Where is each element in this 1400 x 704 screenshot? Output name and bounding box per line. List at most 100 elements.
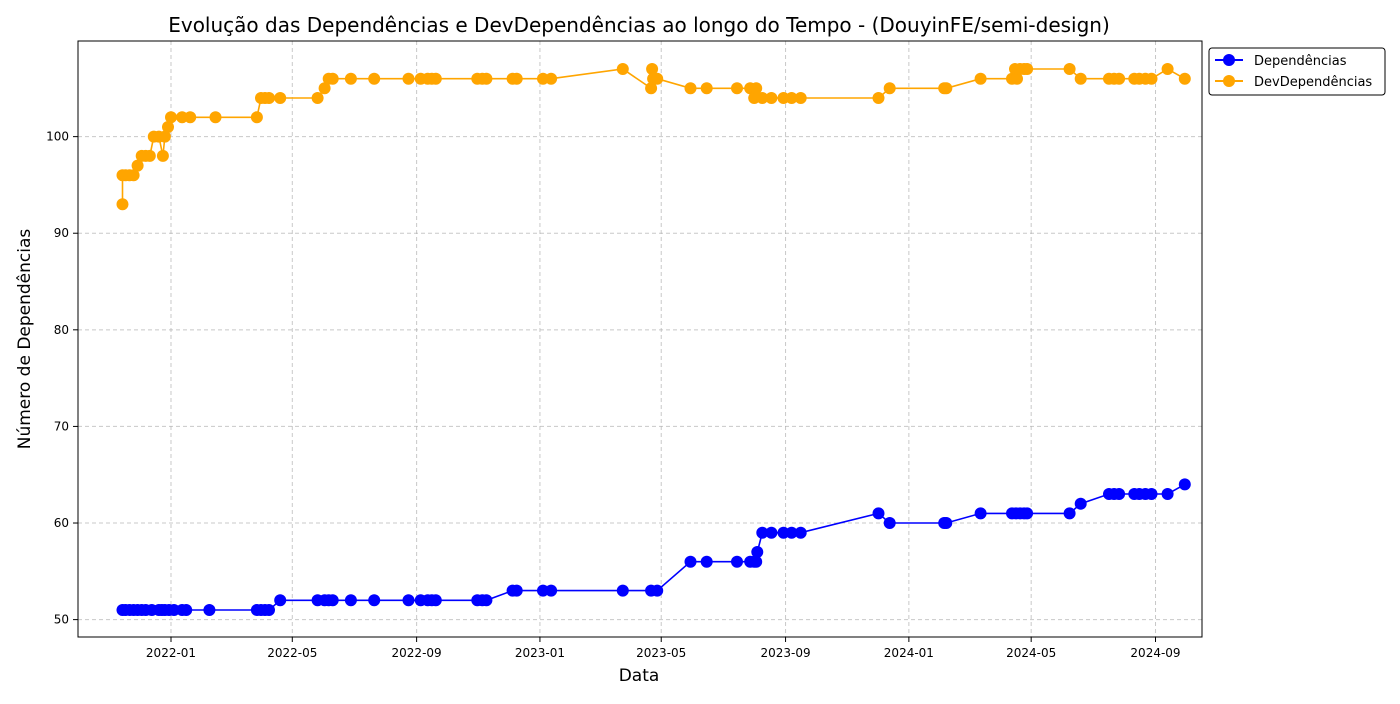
data-point (751, 546, 764, 558)
data-point (131, 159, 144, 172)
data-point (274, 92, 287, 104)
data-point (765, 526, 778, 539)
y-tick-label: 50 (54, 613, 69, 627)
data-point (883, 517, 896, 529)
data-point (616, 584, 629, 597)
y-axis: 50 60 70 80 90 100 (46, 130, 78, 627)
data-point (480, 72, 493, 85)
data-point (700, 82, 713, 95)
data-point (402, 594, 415, 607)
data-point (756, 92, 769, 104)
data-point (785, 92, 798, 104)
data-point (326, 72, 339, 85)
data-point (429, 594, 442, 607)
data-point (184, 111, 197, 124)
x-tick-label: 2023-09 (760, 646, 810, 660)
data-point (429, 72, 442, 85)
data-point (731, 555, 743, 568)
data-point (1113, 488, 1126, 500)
x-tick-label: 2022-09 (392, 646, 442, 660)
data-point (116, 198, 129, 211)
data-point (1145, 72, 1158, 85)
x-tick-label: 2022-05 (267, 646, 317, 660)
data-point (545, 584, 558, 597)
data-point (731, 82, 743, 95)
data-point (143, 149, 156, 162)
legend-label-dependencias: Dependências (1254, 54, 1347, 69)
data-point (545, 72, 558, 85)
data-point (1145, 488, 1158, 500)
data-point (765, 92, 778, 104)
data-point (872, 92, 885, 104)
data-point (940, 517, 953, 529)
data-point (872, 507, 885, 520)
data-point (1063, 63, 1076, 75)
data-point (480, 594, 493, 607)
data-point (368, 594, 381, 607)
x-axis: 2022-01 2022-05 2022-09 2023-01 2023-05 2023-… (146, 637, 1181, 660)
x-tick-label: 2024-05 (1006, 646, 1056, 660)
legend-box (1208, 47, 1386, 96)
data-point (651, 584, 664, 597)
data-point (616, 63, 629, 75)
y-tick-label: 80 (54, 323, 69, 337)
data-point (162, 121, 174, 133)
data-point (1178, 72, 1191, 85)
y-tick-label: 100 (46, 130, 69, 144)
plot-area-frame (77, 40, 1203, 638)
data-point (203, 604, 216, 616)
data-point (274, 594, 287, 607)
data-point (1161, 63, 1174, 75)
data-point (684, 555, 697, 568)
data-point (883, 82, 896, 95)
data-point (651, 72, 664, 85)
data-point (974, 507, 987, 520)
data-point (1074, 497, 1087, 510)
data-point (344, 72, 357, 85)
data-point (785, 526, 798, 539)
data-point (750, 82, 763, 95)
data-point (209, 111, 222, 124)
legend-marker-dependencias (1223, 54, 1235, 66)
legend-label-devdependencias: DevDependências (1254, 75, 1372, 90)
series-layer (116, 63, 1191, 616)
y-tick-label: 90 (54, 226, 69, 240)
y-tick-label: 60 (54, 516, 69, 530)
data-point (127, 169, 140, 182)
data-point (700, 555, 713, 568)
data-point (750, 555, 763, 568)
data-point (645, 82, 658, 95)
y-axis-label: Número de Dependências (15, 229, 35, 450)
data-point (756, 526, 769, 539)
x-tick-label: 2022-01 (146, 646, 196, 660)
data-point (326, 594, 339, 607)
data-point (180, 604, 193, 616)
x-tick-label: 2023-05 (636, 646, 686, 660)
data-point (1063, 507, 1076, 520)
data-point (1021, 63, 1034, 75)
data-point (318, 82, 331, 95)
grid (78, 41, 1202, 637)
data-point (250, 111, 263, 124)
data-point (402, 72, 415, 85)
data-point (311, 92, 324, 104)
data-point (794, 92, 807, 104)
data-point (794, 526, 807, 539)
chart-title: Evolução das Dependências e DevDependênc… (168, 13, 1110, 37)
series-1 (116, 63, 1191, 211)
x-tick-label: 2024-09 (1130, 646, 1180, 660)
x-axis-label: Data (619, 666, 660, 686)
data-point (1161, 488, 1174, 500)
data-point (156, 149, 169, 162)
x-tick-label: 2024-01 (884, 646, 934, 660)
x-tick-label: 2023-01 (515, 646, 565, 660)
data-point (1011, 72, 1023, 85)
data-point (263, 604, 275, 616)
data-point (165, 111, 177, 124)
data-point (940, 82, 953, 95)
data-point (684, 82, 697, 95)
data-point (263, 92, 275, 104)
data-point (344, 594, 357, 607)
data-point (510, 584, 523, 597)
